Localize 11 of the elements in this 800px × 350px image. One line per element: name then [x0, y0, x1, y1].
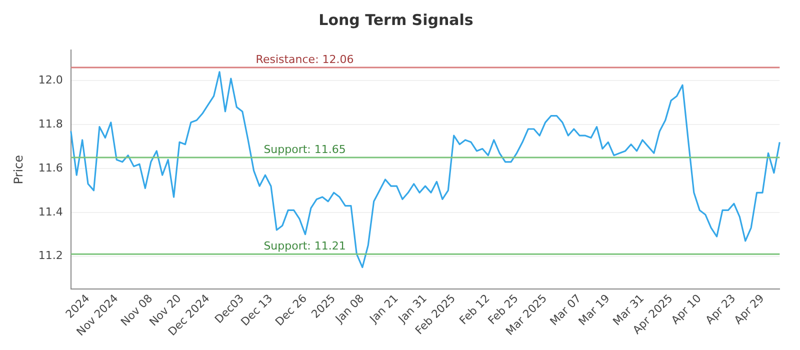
y-axis-title: Price	[11, 154, 26, 184]
y-tick-label: 12.0	[38, 74, 63, 87]
ref-line-label: Resistance: 12.06	[256, 52, 354, 66]
y-tick-label: 11.8	[38, 117, 63, 130]
chart-title: Long Term Signals	[318, 10, 474, 29]
y-tick-label: 11.4	[38, 205, 63, 218]
y-tick-label: 11.6	[38, 161, 63, 174]
ref-line-label: Support: 11.65	[264, 142, 346, 156]
y-tick-label: 11.2	[38, 249, 63, 262]
x-tick-label: Dec 26	[272, 292, 310, 328]
ref-line-label: Support: 11.21	[264, 239, 346, 252]
